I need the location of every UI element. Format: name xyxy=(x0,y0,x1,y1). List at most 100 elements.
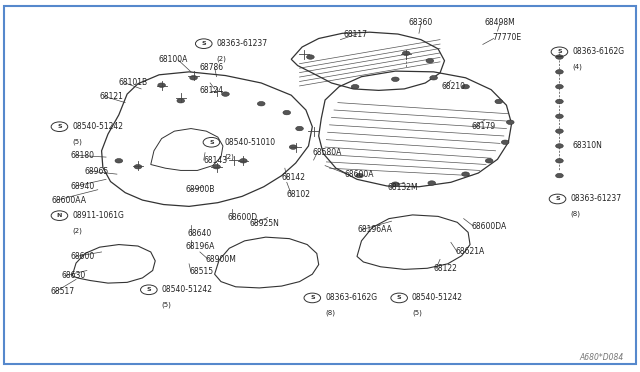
Text: N: N xyxy=(57,213,62,218)
Circle shape xyxy=(189,76,197,80)
Circle shape xyxy=(556,99,563,104)
Text: 08363-6162G: 08363-6162G xyxy=(325,294,377,302)
Text: 68180: 68180 xyxy=(71,151,95,160)
Circle shape xyxy=(556,173,563,178)
Circle shape xyxy=(556,158,563,163)
Text: S: S xyxy=(209,140,214,145)
Text: (2): (2) xyxy=(72,227,82,234)
Text: 68600: 68600 xyxy=(71,252,95,261)
Text: 68196A: 68196A xyxy=(186,241,215,250)
Circle shape xyxy=(177,99,184,103)
Text: 68640: 68640 xyxy=(187,229,211,238)
Text: (8): (8) xyxy=(325,310,335,316)
Text: (4): (4) xyxy=(572,63,582,70)
Circle shape xyxy=(461,172,469,176)
Text: 68580A: 68580A xyxy=(312,148,342,157)
Circle shape xyxy=(283,110,291,115)
Text: 68124: 68124 xyxy=(200,86,223,95)
Text: 68196AA: 68196AA xyxy=(357,225,392,234)
Circle shape xyxy=(495,99,502,104)
Circle shape xyxy=(556,114,563,119)
Circle shape xyxy=(221,92,229,96)
Circle shape xyxy=(485,158,493,163)
Text: S: S xyxy=(556,196,560,202)
Text: S: S xyxy=(202,41,206,46)
Text: (8): (8) xyxy=(570,211,580,217)
Text: 68101B: 68101B xyxy=(119,78,148,87)
Text: 68360: 68360 xyxy=(409,19,433,28)
Text: 08540-51010: 08540-51010 xyxy=(224,138,275,147)
Circle shape xyxy=(556,55,563,59)
Circle shape xyxy=(461,84,469,89)
Circle shape xyxy=(296,126,303,131)
Text: 68310N: 68310N xyxy=(572,141,602,151)
Text: 68100A: 68100A xyxy=(159,55,188,64)
Text: (5): (5) xyxy=(412,310,422,316)
Text: 68117: 68117 xyxy=(343,29,367,39)
Text: 68630: 68630 xyxy=(61,271,86,280)
Text: S: S xyxy=(397,295,401,301)
Text: 68121: 68121 xyxy=(100,92,124,101)
Text: A680*D084: A680*D084 xyxy=(579,353,623,362)
Text: 68965: 68965 xyxy=(85,167,109,176)
Circle shape xyxy=(556,144,563,148)
Text: S: S xyxy=(557,49,562,54)
Text: S: S xyxy=(147,287,151,292)
Text: (2): (2) xyxy=(224,154,234,160)
Circle shape xyxy=(403,51,410,55)
Text: 08540-51242: 08540-51242 xyxy=(72,122,124,131)
Circle shape xyxy=(428,181,436,185)
Text: 08911-1061G: 08911-1061G xyxy=(72,211,124,220)
Circle shape xyxy=(115,158,123,163)
Text: 08363-6162G: 08363-6162G xyxy=(572,47,625,56)
Text: 68940: 68940 xyxy=(71,182,95,190)
Text: (5): (5) xyxy=(162,301,172,308)
Text: 68621A: 68621A xyxy=(455,247,484,256)
Circle shape xyxy=(392,77,399,81)
Circle shape xyxy=(430,76,438,80)
Text: 68600DA: 68600DA xyxy=(472,221,508,231)
Text: 68132M: 68132M xyxy=(387,183,418,192)
Text: 08540-51242: 08540-51242 xyxy=(412,294,463,302)
Circle shape xyxy=(134,164,142,169)
Circle shape xyxy=(257,102,265,106)
Circle shape xyxy=(392,182,399,186)
Text: 08540-51242: 08540-51242 xyxy=(162,285,212,294)
Text: 68786: 68786 xyxy=(199,63,223,72)
Text: 68102: 68102 xyxy=(286,190,310,199)
Circle shape xyxy=(356,173,364,178)
Circle shape xyxy=(501,140,509,144)
Text: 68179: 68179 xyxy=(472,122,496,131)
Text: 68925N: 68925N xyxy=(250,219,280,228)
Circle shape xyxy=(351,84,359,89)
Text: 68900M: 68900M xyxy=(205,254,236,263)
Text: 68600A: 68600A xyxy=(344,170,374,179)
Text: S: S xyxy=(310,295,315,301)
Circle shape xyxy=(307,55,314,59)
Text: 68600AA: 68600AA xyxy=(52,196,87,205)
Text: 68515: 68515 xyxy=(189,267,213,276)
Circle shape xyxy=(239,158,247,163)
Text: 68142: 68142 xyxy=(282,173,306,182)
Text: 77770E: 77770E xyxy=(492,33,522,42)
Text: (2): (2) xyxy=(216,55,227,62)
Text: 68210: 68210 xyxy=(442,82,465,91)
Circle shape xyxy=(289,145,297,149)
Text: 08363-61237: 08363-61237 xyxy=(216,39,268,48)
Circle shape xyxy=(212,164,220,169)
Text: (5): (5) xyxy=(72,138,82,145)
Circle shape xyxy=(506,120,514,125)
Circle shape xyxy=(426,58,434,63)
Text: 68498M: 68498M xyxy=(484,18,515,27)
Circle shape xyxy=(158,83,166,87)
Text: 68900B: 68900B xyxy=(186,185,215,194)
Text: 68122: 68122 xyxy=(434,264,458,273)
Text: S: S xyxy=(57,124,61,129)
Text: 08363-61237: 08363-61237 xyxy=(570,195,621,203)
Text: 68600D: 68600D xyxy=(227,213,257,222)
Text: 68517: 68517 xyxy=(51,288,75,296)
Circle shape xyxy=(556,70,563,74)
Text: 68143: 68143 xyxy=(204,155,228,164)
Circle shape xyxy=(556,84,563,89)
Circle shape xyxy=(556,129,563,134)
